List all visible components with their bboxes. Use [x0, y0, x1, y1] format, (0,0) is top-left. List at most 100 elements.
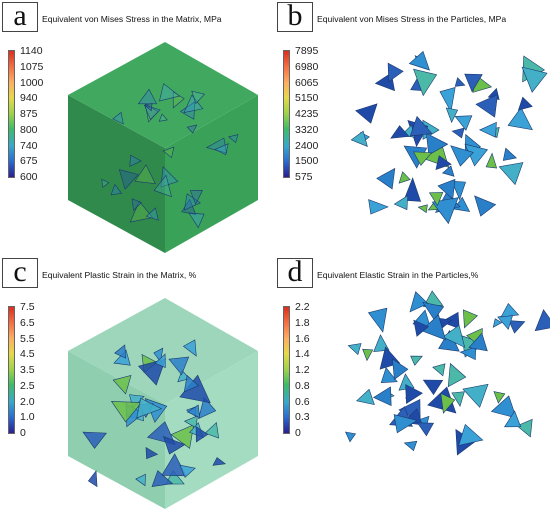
particle	[393, 195, 409, 211]
particle	[451, 127, 465, 139]
panel-d: d Equivalent Elastic Strain in the Parti…	[275, 256, 550, 512]
particle	[517, 96, 533, 111]
particle	[390, 125, 410, 139]
particle	[186, 124, 198, 134]
particle	[205, 137, 227, 154]
particle	[228, 134, 239, 144]
scale-tick: 3.5	[20, 364, 35, 376]
panel-letter: b	[277, 1, 313, 32]
particle	[437, 178, 456, 200]
scale-tick: 740	[20, 139, 38, 152]
scale-tick: 3320	[295, 123, 319, 136]
scale-tick: 5150	[295, 92, 319, 105]
matrix-cube-render	[68, 42, 258, 253]
particle	[454, 77, 466, 87]
scale-tick: 1.6	[295, 332, 310, 345]
particle	[179, 464, 196, 478]
particle	[403, 177, 422, 202]
particle	[204, 421, 220, 439]
panel-letter: a	[2, 1, 38, 32]
particle	[398, 171, 411, 184]
particle	[355, 103, 378, 124]
particle	[191, 90, 206, 105]
panel-title: Equivalent von Mises Stress in the Matri…	[42, 14, 222, 24]
particle	[188, 212, 205, 229]
color-scale-ticks: 1140 1075 1000 940 875 800 740 675 600	[20, 46, 60, 183]
scale-tick: 0.6	[295, 395, 310, 408]
particle	[110, 183, 123, 196]
particle	[435, 155, 452, 170]
particle	[475, 94, 498, 118]
scale-tick: 1000	[20, 76, 44, 89]
particle	[136, 397, 163, 419]
scale-tick: 0.8	[295, 379, 310, 392]
particle	[161, 453, 187, 477]
particle	[500, 302, 520, 318]
particle	[112, 111, 124, 125]
particle	[376, 167, 396, 190]
particle	[441, 165, 455, 177]
particle	[453, 196, 471, 212]
particle	[367, 307, 388, 333]
particle	[134, 164, 156, 184]
particle	[408, 50, 430, 71]
scale-tick: 1.2	[295, 364, 310, 376]
particle	[425, 132, 449, 156]
particle	[502, 147, 517, 161]
particle	[131, 198, 142, 211]
particle	[440, 392, 456, 414]
color-scale-bar	[8, 306, 15, 434]
particle	[129, 154, 142, 167]
particle	[431, 197, 459, 225]
scale-tick: 0	[295, 427, 301, 439]
cube-right-face	[165, 95, 258, 253]
particle	[462, 383, 489, 408]
scale-tick: 2.5	[20, 379, 35, 392]
particle	[413, 151, 433, 166]
particle	[362, 348, 374, 362]
particle	[368, 199, 389, 215]
particle	[183, 374, 200, 393]
scale-tick: 940	[20, 92, 38, 105]
scale-tick: 1075	[20, 60, 44, 73]
particle	[493, 391, 506, 404]
particle	[163, 435, 186, 455]
scale-tick: 4235	[295, 108, 319, 120]
particle	[344, 431, 357, 443]
particle	[183, 415, 198, 429]
particle	[186, 404, 200, 419]
particle	[438, 317, 453, 329]
scale-tick: 675	[20, 155, 38, 168]
color-scale-ticks: 7895 6980 6065 5150 4235 3320 2400 1500 …	[295, 46, 335, 183]
color-scale-bar	[283, 50, 290, 178]
particle	[413, 319, 429, 337]
particle	[403, 440, 418, 452]
particle	[162, 146, 175, 159]
particle	[432, 363, 446, 377]
cube-top-face	[68, 42, 258, 148]
particle	[189, 190, 203, 205]
particle	[393, 414, 418, 434]
particle	[417, 204, 428, 214]
particle	[110, 401, 143, 423]
color-scale-ticks: 2.2 1.8 1.6 1.4 1.2 0.8 0.6 0.3 0	[295, 302, 335, 439]
particle	[450, 145, 474, 167]
particle	[380, 367, 398, 384]
particle	[356, 388, 375, 406]
particle	[478, 121, 497, 138]
particle	[87, 470, 98, 488]
scale-tick: 5.5	[20, 332, 35, 345]
particle	[416, 422, 435, 437]
panel-a: a Equivalent von Mises Stress in the Mat…	[0, 0, 275, 256]
particle	[458, 423, 484, 446]
particle	[160, 166, 179, 188]
particle	[113, 349, 131, 366]
panel-b: b Equivalent von Mises Stress in the Par…	[275, 0, 550, 256]
matrix-cube-render	[68, 298, 258, 509]
color-scale-bar	[8, 50, 15, 178]
particles-render	[344, 290, 550, 456]
scale-tick: 0.3	[295, 411, 310, 424]
particle	[143, 104, 161, 120]
particle	[144, 102, 153, 112]
particle	[534, 309, 550, 332]
